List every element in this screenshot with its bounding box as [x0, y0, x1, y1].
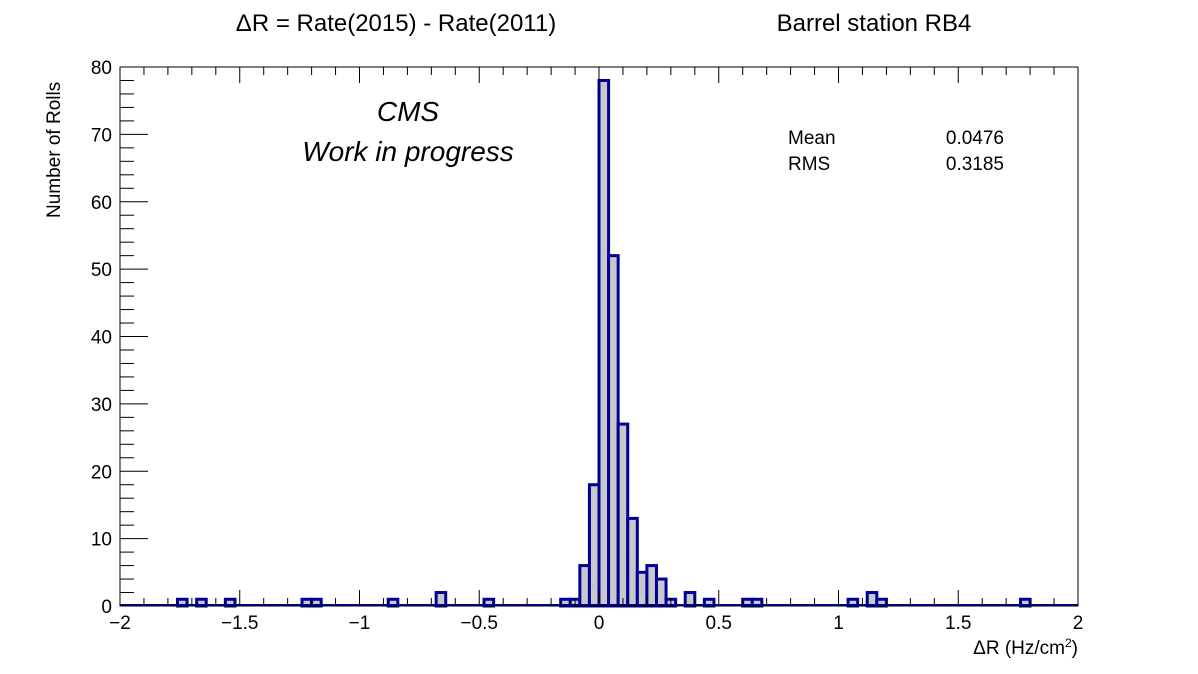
stats-rms-label: RMS	[788, 154, 830, 175]
histogram-bin-6	[434, 591, 448, 608]
histogram-bars	[120, 78, 1078, 608]
y-tick-label: 50	[91, 260, 112, 281]
x-tick-label: −2	[109, 613, 131, 634]
x-tick-label: −0.5	[460, 613, 498, 634]
work-in-progress-label: Work in progress	[302, 136, 514, 167]
histogram-bin-20	[683, 591, 697, 608]
axis-ticks	[119, 66, 1079, 607]
x-tick-labels: −2 −1.5 −1 −0.5 0 0.5 1 1.5 2	[109, 613, 1083, 634]
y-tick-label: 20	[91, 462, 112, 483]
x-tick-label: 2	[1073, 613, 1084, 634]
y-tick-label: 60	[91, 193, 112, 214]
x-tick-label: −1	[349, 613, 371, 634]
y-tick-label: 10	[91, 530, 112, 551]
x-tick-label: 0	[594, 613, 605, 634]
chart-title: ΔR = Rate(2015) - Rate(2011)	[236, 10, 556, 37]
x-tick-label: 1.5	[945, 613, 971, 634]
y-tick-label: 40	[91, 328, 112, 349]
y-tick-label: 0	[101, 597, 112, 618]
x-tick-label: 1	[833, 613, 844, 634]
y-tick-labels: 0 10 20 30 40 50 60 70 80	[91, 58, 112, 618]
stats-mean-label: Mean	[788, 128, 836, 149]
y-tick-label: 30	[91, 395, 112, 416]
x-tick-label: −1.5	[221, 613, 259, 634]
stats-mean-value: 0.0476	[946, 128, 1004, 149]
chart-subtitle: Barrel station RB4	[777, 10, 972, 37]
y-tick-label: 80	[91, 58, 112, 79]
cms-label: CMS	[377, 96, 440, 127]
x-axis-title: ΔR (Hz/cm2)	[973, 636, 1078, 659]
x-tick-label: 0.5	[706, 613, 732, 634]
y-tick-label: 70	[91, 125, 112, 146]
stats-rms-value: 0.3185	[946, 154, 1004, 175]
y-axis-title: Number of Rolls	[44, 82, 65, 218]
